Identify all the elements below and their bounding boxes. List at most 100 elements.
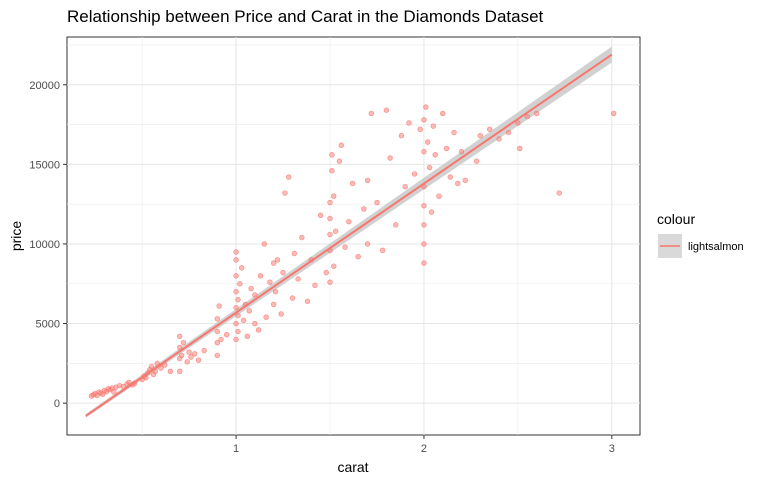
data-point bbox=[291, 250, 298, 257]
data-point bbox=[158, 365, 164, 371]
data-point bbox=[255, 327, 262, 333]
y-axis-ticks: 0 5000 10000 15000 20000 bbox=[29, 80, 67, 410]
data-point bbox=[167, 368, 174, 375]
data-point bbox=[186, 349, 192, 355]
data-point bbox=[214, 352, 220, 359]
data-point bbox=[336, 158, 343, 164]
y-tick-label: 20000 bbox=[29, 80, 60, 92]
data-point bbox=[329, 168, 335, 174]
data-point bbox=[272, 289, 279, 295]
legend-title: colour bbox=[657, 211, 695, 227]
data-point bbox=[177, 344, 183, 351]
data-point bbox=[331, 193, 337, 199]
data-point bbox=[447, 174, 453, 180]
data-point bbox=[327, 199, 333, 206]
data-point bbox=[233, 289, 239, 295]
data-point bbox=[379, 247, 386, 254]
data-point bbox=[235, 312, 241, 319]
data-point bbox=[201, 347, 207, 354]
data-point bbox=[331, 263, 337, 269]
data-point bbox=[323, 269, 329, 276]
data-point bbox=[487, 126, 493, 133]
data-point bbox=[270, 301, 277, 308]
data-point bbox=[421, 148, 427, 155]
data-point bbox=[178, 352, 185, 359]
data-point bbox=[177, 368, 183, 375]
data-point bbox=[180, 339, 187, 346]
data-point bbox=[263, 314, 269, 320]
data-point bbox=[295, 276, 301, 282]
data-point bbox=[246, 308, 252, 314]
data-point bbox=[274, 257, 281, 263]
data-point bbox=[267, 279, 273, 285]
data-point bbox=[248, 285, 254, 292]
data-point bbox=[289, 295, 296, 301]
data-point bbox=[126, 379, 132, 386]
x-axis-title: carat bbox=[337, 459, 368, 475]
data-point bbox=[355, 253, 361, 260]
data-point bbox=[148, 363, 155, 370]
x-tick-label: 3 bbox=[609, 443, 615, 455]
data-point bbox=[610, 110, 617, 117]
data-point bbox=[368, 110, 375, 117]
data-point bbox=[216, 303, 222, 309]
data-point bbox=[233, 320, 239, 327]
data-point bbox=[240, 317, 247, 324]
data-point bbox=[214, 328, 220, 335]
data-point bbox=[223, 332, 230, 338]
data-point bbox=[477, 133, 484, 139]
regression-line-group bbox=[85, 53, 613, 417]
data-point bbox=[462, 177, 468, 183]
data-point bbox=[282, 190, 288, 196]
y-tick-label: 5000 bbox=[36, 319, 60, 331]
data-point bbox=[383, 107, 390, 113]
legend: colour lightsalmon bbox=[657, 211, 744, 258]
data-point bbox=[177, 333, 183, 339]
data-point bbox=[517, 145, 523, 152]
data-point bbox=[432, 152, 438, 158]
gridlines bbox=[67, 37, 640, 435]
data-point bbox=[430, 123, 437, 129]
data-point bbox=[421, 117, 427, 123]
data-point bbox=[387, 155, 393, 161]
data-point bbox=[440, 110, 446, 117]
data-point bbox=[421, 260, 427, 266]
data-point bbox=[524, 113, 530, 120]
data-point bbox=[278, 311, 284, 317]
x-tick-label: 2 bbox=[421, 443, 427, 455]
data-point bbox=[235, 328, 241, 335]
data-point bbox=[428, 209, 435, 215]
data-point bbox=[252, 292, 258, 298]
data-point bbox=[233, 336, 239, 343]
data-point bbox=[120, 383, 127, 390]
data-point bbox=[244, 333, 251, 339]
data-point bbox=[451, 129, 457, 136]
data-point bbox=[393, 222, 399, 228]
data-point bbox=[364, 177, 371, 183]
data-point bbox=[261, 241, 267, 247]
data-point bbox=[235, 296, 241, 303]
data-point bbox=[327, 215, 333, 222]
data-point bbox=[423, 104, 429, 110]
data-point bbox=[346, 218, 352, 225]
data-point bbox=[458, 148, 465, 155]
data-point bbox=[327, 231, 333, 238]
data-point bbox=[332, 228, 339, 234]
data-point bbox=[505, 129, 512, 136]
data-point bbox=[214, 316, 220, 322]
data-point bbox=[364, 241, 371, 247]
data-point bbox=[406, 120, 412, 126]
data-point bbox=[496, 136, 502, 142]
data-point bbox=[252, 320, 258, 327]
data-point bbox=[237, 281, 243, 287]
data-point bbox=[421, 203, 427, 209]
data-point bbox=[239, 265, 245, 271]
data-point bbox=[443, 145, 450, 152]
data-point bbox=[374, 199, 380, 206]
data-point bbox=[417, 126, 423, 133]
data-point bbox=[455, 180, 461, 187]
data-point bbox=[192, 351, 198, 357]
chart-title: Relationship between Price and Carat in … bbox=[67, 7, 544, 26]
data-point bbox=[285, 174, 292, 180]
data-point bbox=[329, 152, 335, 158]
